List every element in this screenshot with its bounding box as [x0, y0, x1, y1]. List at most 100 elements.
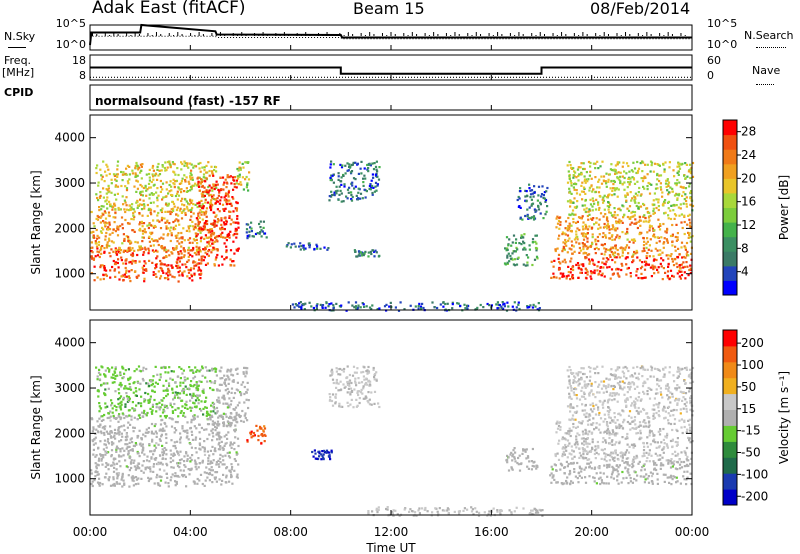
data-cell [610, 163, 613, 166]
data-cell [172, 459, 175, 462]
data-cell [293, 306, 296, 309]
data-cell [179, 377, 182, 380]
data-cell [627, 177, 630, 180]
data-cell [116, 173, 119, 176]
data-cell [121, 365, 124, 368]
data-cell [205, 471, 208, 475]
data-cell [205, 177, 208, 180]
data-cell [671, 190, 674, 193]
data-cell [611, 187, 615, 190]
data-cell [183, 270, 186, 273]
data-cell [601, 198, 604, 201]
data-cell [568, 213, 571, 216]
data-cell [176, 261, 179, 264]
data-cell [349, 403, 352, 406]
data-cell [356, 391, 359, 394]
data-cell [165, 272, 168, 275]
data-cell [498, 304, 501, 307]
data-cell [511, 305, 514, 308]
data-cell [173, 276, 176, 279]
data-cell [357, 197, 360, 200]
nave-label: Nave [752, 64, 781, 77]
data-cell [378, 166, 381, 169]
data-cell [624, 195, 627, 199]
data-cell [361, 392, 364, 395]
data-cell [130, 418, 133, 421]
data-cell [193, 459, 197, 462]
data-cell [98, 484, 101, 487]
data-cell [195, 427, 198, 430]
data-cell [138, 166, 141, 169]
data-cell [680, 460, 683, 464]
data-cell [144, 435, 147, 438]
data-cell [611, 246, 614, 249]
data-cell [211, 445, 214, 448]
data-cell [104, 425, 107, 428]
data-cell [611, 238, 614, 241]
data-cell [174, 173, 177, 176]
data-cell [362, 385, 365, 388]
data-cell [529, 217, 532, 220]
data-cell [220, 217, 223, 220]
data-cell [550, 260, 553, 263]
data-cell [178, 274, 181, 277]
data-cell [630, 199, 633, 202]
data-cell [143, 228, 146, 231]
data-cell [197, 162, 200, 165]
data-cell [592, 188, 595, 191]
data-cell [313, 247, 316, 251]
data-cell [103, 476, 107, 479]
data-cell [152, 178, 155, 181]
data-cell [127, 182, 130, 185]
data-cell [197, 220, 200, 223]
data-cell [219, 445, 222, 448]
data-cell [126, 435, 129, 438]
data-cell [685, 241, 689, 245]
data-cell [205, 207, 208, 210]
data-cell [604, 225, 607, 228]
data-cell [564, 238, 567, 242]
data-cell [621, 204, 624, 207]
data-cell [224, 442, 227, 445]
data-cell [167, 249, 170, 252]
data-cell [565, 244, 568, 247]
data-cell [176, 474, 179, 478]
data-cell [150, 380, 153, 383]
data-cell [246, 161, 249, 164]
data-cell [176, 266, 179, 270]
data-cell [376, 308, 379, 311]
data-cell [100, 430, 103, 433]
data-cell [146, 455, 149, 458]
data-cell [624, 194, 627, 197]
data-cell [646, 185, 649, 188]
data-cell [233, 418, 237, 421]
data-cell [368, 187, 371, 190]
data-cell [149, 186, 152, 189]
data-cell [652, 212, 655, 215]
data-cell [351, 181, 354, 184]
data-cell [214, 478, 217, 481]
data-cell [504, 247, 507, 250]
data-cell [111, 366, 114, 369]
data-cell [586, 180, 589, 183]
data-cell [604, 213, 607, 216]
data-cell [583, 178, 587, 181]
data-cell [102, 220, 105, 223]
data-cell [174, 391, 177, 394]
data-cell [136, 436, 139, 439]
data-cell [580, 263, 583, 266]
data-cell [262, 226, 265, 229]
data-cell [589, 198, 592, 201]
data-cell [506, 247, 509, 250]
data-cell [177, 232, 180, 235]
data-cell [569, 200, 573, 203]
data-cell [438, 507, 441, 510]
data-cell [110, 454, 113, 457]
data-cell [639, 219, 642, 222]
data-cell [140, 402, 143, 405]
data-cell [211, 439, 214, 442]
data-cell [629, 216, 632, 219]
data-cell [575, 192, 579, 195]
data-cell [653, 211, 656, 214]
data-cell [205, 164, 208, 167]
